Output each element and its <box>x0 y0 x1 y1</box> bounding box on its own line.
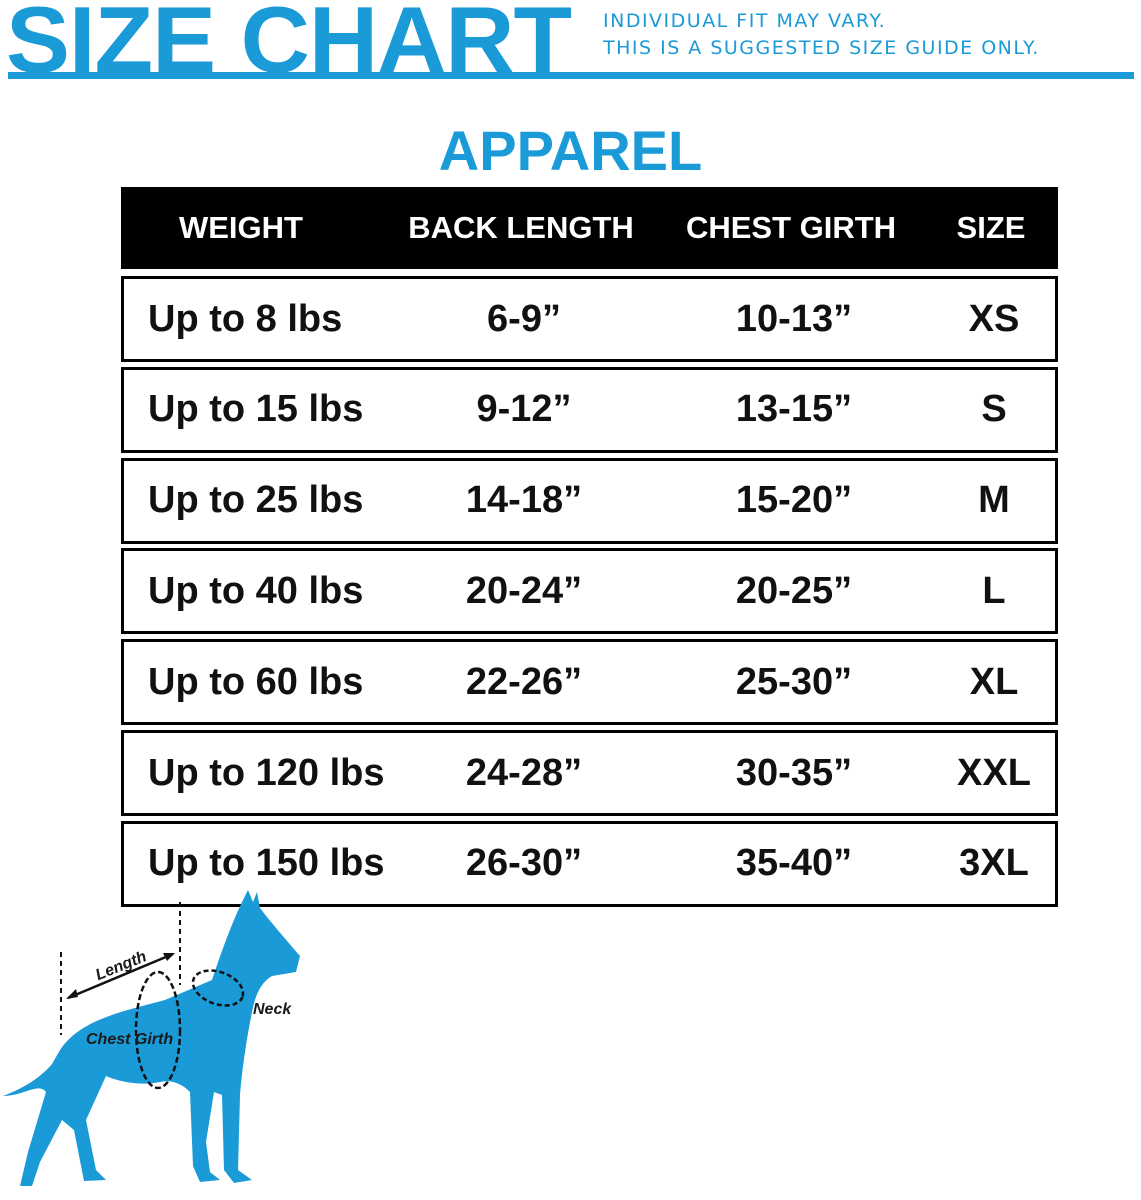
col-weight: WEIGHT <box>179 210 303 245</box>
cell-weight: Up to 120 lbs <box>148 751 385 794</box>
guide-note: THIS IS A SUGGESTED SIZE GUIDE ONLY. <box>603 37 1040 59</box>
table-row: Up to 60 lbs 22-26” 25-30” XL <box>121 639 1058 726</box>
col-back-length: BACK LENGTH <box>408 210 634 245</box>
cell-back-length: 24-28” <box>465 751 583 794</box>
col-chest-girth: CHEST GIRTH <box>685 210 897 245</box>
cell-chest-girth: 25-30” <box>735 660 853 703</box>
section-title: APPAREL <box>438 119 703 182</box>
title-rule <box>8 72 1134 79</box>
cell-chest-girth: 15-20” <box>735 479 853 522</box>
cell-size: XS <box>968 297 1020 340</box>
chest-girth-loop-icon <box>134 970 182 1090</box>
cell-weight: Up to 8 lbs <box>148 297 343 340</box>
neck-loop-icon <box>191 969 245 1007</box>
table-row: Up to 25 lbs 14-18” 15-20” M <box>121 457 1058 544</box>
length-label: Length <box>93 948 149 984</box>
cell-back-length: 26-30” <box>465 842 583 885</box>
cell-size: S <box>981 388 1007 431</box>
cell-weight: Up to 15 lbs <box>148 388 364 431</box>
fit-note: INDIVIDUAL FIT MAY VARY. <box>603 10 887 32</box>
cell-size: M <box>978 479 1010 522</box>
length-arrow-icon <box>67 952 174 1000</box>
cell-size: L <box>982 569 1006 612</box>
cell-back-length: 6-9” <box>487 297 561 340</box>
cell-back-length: 22-26” <box>465 660 583 703</box>
cell-weight: Up to 25 lbs <box>148 479 364 522</box>
table-row: Up to 40 lbs 20-24” 20-25” L <box>121 548 1058 635</box>
table-row: Up to 15 lbs 9-12” 13-15” S <box>121 366 1058 453</box>
cell-size: XL <box>969 660 1019 703</box>
dog-silhouette-icon <box>3 890 300 1186</box>
table-row: Up to 150 lbs 26-30” 35-40” 3XL <box>121 820 1058 907</box>
cell-size: XXL <box>957 751 1031 794</box>
dog-diagram: Length Chest Girth Neck <box>3 890 300 1186</box>
cell-back-length: 20-24” <box>465 569 583 612</box>
cell-chest-girth: 20-25” <box>735 569 853 612</box>
cell-chest-girth: 30-35” <box>735 751 853 794</box>
chest-girth-label: Chest Girth <box>86 1031 173 1048</box>
cell-weight: Up to 60 lbs <box>148 660 364 703</box>
cell-weight: Up to 150 lbs <box>148 842 385 885</box>
cell-back-length: 9-12” <box>476 388 572 431</box>
col-size: SIZE <box>956 210 1026 245</box>
table-header: WEIGHT BACK LENGTH CHEST GIRTH SIZE <box>121 187 1058 269</box>
cell-chest-girth: 35-40” <box>735 842 853 885</box>
cell-weight: Up to 40 lbs <box>148 569 364 612</box>
size-chart-title: SIZE CHART <box>6 0 572 92</box>
table-row: Up to 120 lbs 24-28” 30-35” XXL <box>121 730 1058 816</box>
cell-size: 3XL <box>959 842 1029 885</box>
table-row: Up to 8 lbs 6-9” 10-13” XS <box>121 276 1058 362</box>
cell-chest-girth: 10-13” <box>735 297 853 340</box>
neck-label: Neck <box>253 1001 292 1018</box>
cell-back-length: 14-18” <box>465 479 583 522</box>
cell-chest-girth: 13-15” <box>735 388 853 431</box>
